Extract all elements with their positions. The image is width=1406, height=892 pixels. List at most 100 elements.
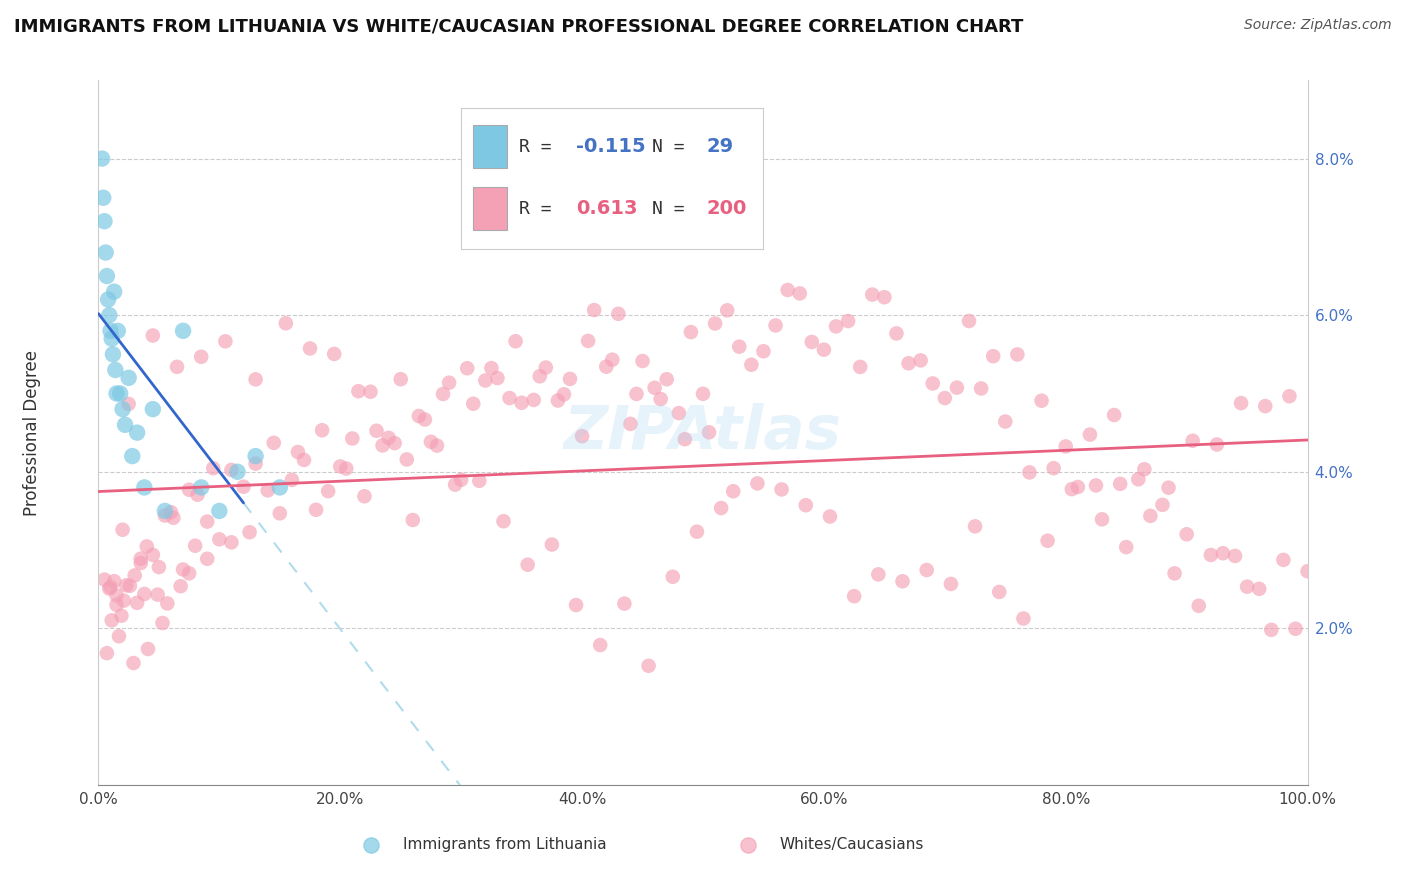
Point: [107, 324, 129, 338]
Point: [565, 598, 588, 612]
Point: [886, 326, 908, 341]
Point: [195, 551, 218, 566]
Point: [135, 540, 157, 554]
Point: [190, 350, 212, 364]
Point: [1007, 347, 1029, 361]
Point: [957, 314, 980, 328]
Point: [105, 598, 128, 612]
Point: [692, 386, 714, 401]
Point: [655, 372, 678, 386]
Point: [98, 308, 121, 322]
Point: [505, 334, 527, 349]
Point: [329, 459, 352, 474]
Point: [776, 283, 799, 297]
Point: [172, 324, 194, 338]
Point: [437, 376, 460, 390]
Point: [510, 396, 533, 410]
Point: [534, 360, 557, 375]
Point: [323, 347, 346, 361]
Point: [101, 347, 124, 361]
Point: [988, 585, 1011, 599]
Point: [347, 384, 370, 399]
Point: [970, 381, 993, 395]
Point: [104, 363, 127, 377]
Point: [498, 391, 520, 405]
Point: [292, 453, 315, 467]
Point: [232, 480, 254, 494]
Point: [214, 334, 236, 349]
Point: [360, 384, 382, 399]
Point: [420, 434, 443, 449]
Point: [1206, 437, 1229, 451]
Point: [395, 452, 418, 467]
Point: [747, 476, 769, 491]
Point: [1060, 482, 1083, 496]
Point: [939, 577, 962, 591]
Point: [891, 574, 914, 589]
Point: [1212, 546, 1234, 560]
Point: [626, 387, 648, 401]
Point: [637, 658, 659, 673]
Point: [134, 480, 156, 494]
Point: [789, 286, 811, 301]
Point: [287, 445, 309, 459]
Point: [1272, 553, 1295, 567]
Point: [1054, 440, 1077, 454]
Point: [118, 579, 141, 593]
Point: [432, 387, 454, 401]
Point: [1223, 549, 1246, 563]
Point: [1157, 481, 1180, 495]
Point: [371, 438, 394, 452]
Point: [589, 638, 612, 652]
Point: [981, 349, 1004, 363]
Point: [710, 501, 733, 516]
Point: [96, 268, 118, 283]
Point: [844, 589, 866, 603]
Point: [111, 402, 134, 417]
Point: [256, 483, 278, 498]
Point: [239, 525, 262, 540]
Point: [160, 505, 183, 519]
Point: [915, 563, 938, 577]
Point: [547, 393, 569, 408]
Point: [571, 429, 593, 443]
Point: [148, 560, 170, 574]
Point: [994, 415, 1017, 429]
Point: [121, 449, 143, 463]
Point: [662, 570, 685, 584]
Point: [335, 461, 357, 475]
Point: [1260, 623, 1282, 637]
Point: [686, 524, 709, 539]
Point: [166, 359, 188, 374]
Point: [1109, 476, 1132, 491]
Point: [921, 376, 943, 391]
Point: [481, 361, 503, 376]
Point: [96, 646, 118, 660]
Point: [377, 431, 399, 445]
Point: [153, 508, 176, 523]
Point: [127, 596, 149, 610]
Point: [813, 343, 835, 357]
Point: [704, 317, 727, 331]
Point: [91, 191, 114, 205]
Point: [613, 597, 636, 611]
Point: [100, 614, 122, 628]
Point: [860, 287, 883, 301]
Point: [770, 483, 793, 497]
Point: [723, 484, 745, 499]
Point: [1128, 472, 1150, 486]
Point: [274, 316, 297, 330]
Point: [169, 579, 191, 593]
Point: [868, 567, 890, 582]
Point: [129, 551, 152, 566]
Point: [444, 477, 467, 491]
Point: [1236, 580, 1258, 594]
Point: [583, 303, 606, 318]
Point: [156, 596, 179, 610]
Point: [740, 358, 762, 372]
Point: [619, 417, 641, 431]
Point: [910, 353, 932, 368]
Point: [1175, 527, 1198, 541]
Point: [1199, 548, 1222, 562]
Point: [108, 629, 131, 643]
